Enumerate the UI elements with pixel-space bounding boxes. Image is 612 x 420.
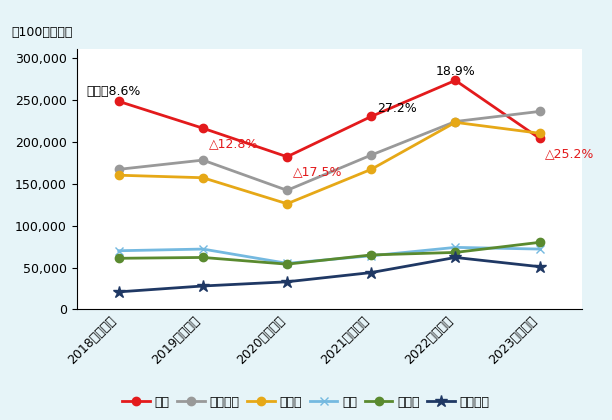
- メキシコ: [200, 158, 207, 163]
- ベトナム: [368, 270, 375, 275]
- ベトナム: [200, 284, 207, 289]
- ベトナム: [536, 264, 543, 269]
- メキシコ: [536, 109, 543, 114]
- 日本: [452, 245, 459, 250]
- カナダ: [368, 167, 375, 172]
- Text: △17.5%: △17.5%: [293, 165, 343, 178]
- カナダ: [283, 201, 291, 206]
- 中国: [452, 78, 459, 83]
- ドイツ: [452, 250, 459, 255]
- カナダ: [200, 175, 207, 180]
- 日本: [200, 247, 207, 252]
- 日本: [115, 248, 122, 253]
- Text: △12.8%: △12.8%: [209, 137, 258, 150]
- ベトナム: [283, 279, 291, 284]
- Line: 日本: 日本: [114, 243, 543, 268]
- ベトナム: [115, 289, 122, 294]
- ドイツ: [283, 262, 291, 267]
- カナダ: [536, 131, 543, 136]
- Text: 前期比8.6%: 前期比8.6%: [87, 85, 141, 98]
- Line: ドイツ: ドイツ: [114, 238, 543, 268]
- 日本: [368, 253, 375, 258]
- Text: 27.2%: 27.2%: [377, 102, 417, 115]
- メキシコ: [115, 167, 122, 172]
- Line: ベトナム: ベトナム: [113, 251, 546, 298]
- Line: メキシコ: メキシコ: [114, 107, 543, 194]
- メキシコ: [283, 188, 291, 193]
- Legend: 中国, メキシコ, カナダ, 日本, ドイツ, ベトナム: 中国, メキシコ, カナダ, 日本, ドイツ, ベトナム: [118, 391, 494, 414]
- カナダ: [452, 120, 459, 125]
- メキシコ: [452, 119, 459, 124]
- Line: カナダ: カナダ: [114, 118, 543, 208]
- 中国: [115, 99, 122, 104]
- 中国: [368, 114, 375, 119]
- Text: （100万ドル）: （100万ドル）: [11, 26, 72, 39]
- 日本: [536, 247, 543, 252]
- Text: △25.2%: △25.2%: [545, 147, 595, 160]
- 中国: [283, 154, 291, 159]
- ドイツ: [200, 255, 207, 260]
- メキシコ: [368, 152, 375, 158]
- カナダ: [115, 173, 122, 178]
- ドイツ: [115, 256, 122, 261]
- ドイツ: [368, 252, 375, 257]
- ベトナム: [452, 255, 459, 260]
- ドイツ: [536, 240, 543, 245]
- 中国: [536, 136, 543, 141]
- 中国: [200, 126, 207, 131]
- Text: 18.9%: 18.9%: [436, 66, 476, 79]
- Line: 中国: 中国: [114, 76, 543, 161]
- 日本: [283, 261, 291, 266]
